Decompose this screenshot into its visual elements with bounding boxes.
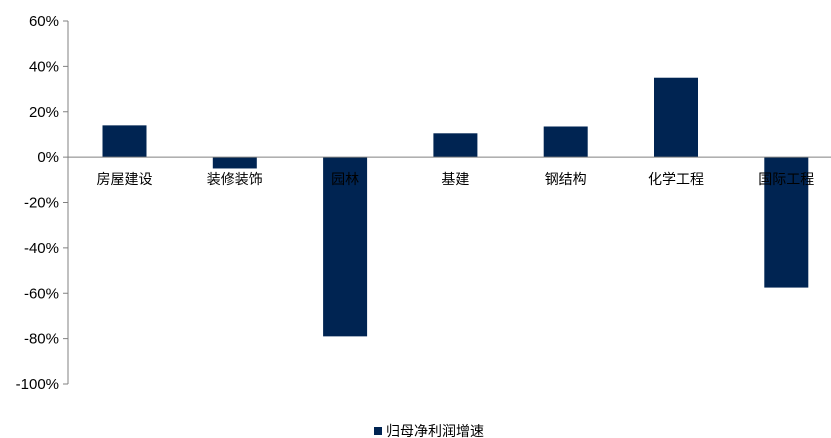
x-tick-label: 房屋建设 <box>97 172 153 188</box>
legend-swatch <box>374 427 382 435</box>
legend: 归母净利润增速 <box>374 423 484 438</box>
x-tick-labels: 房屋建设 装修装饰 园林 基建 钢结构 化学工程 国际工程 <box>97 171 815 188</box>
x-tick-label: 钢结构 <box>545 172 587 188</box>
x-tick-label: 国际工程 <box>758 172 814 188</box>
y-tick-label: -20% <box>24 195 59 212</box>
bar <box>323 157 368 337</box>
bar <box>102 125 147 158</box>
x-tick-label: 园林 <box>331 172 359 188</box>
bar <box>212 157 257 169</box>
bar <box>764 157 809 288</box>
y-tick-label: -60% <box>24 285 59 302</box>
bar <box>654 77 698 158</box>
y-tick-label: 60% <box>29 13 59 30</box>
bar <box>543 126 588 158</box>
x-tick-label: 装修装饰 <box>207 172 263 188</box>
y-tick-label: 40% <box>29 58 59 75</box>
y-tick-label: 0% <box>37 149 59 166</box>
bars <box>102 77 809 337</box>
y-axis: 60% 40% 20% 0% -20% -40% -60% -80% -100% <box>16 13 69 393</box>
y-tick-label: -40% <box>24 240 59 257</box>
x-tick-label: 基建 <box>441 171 469 188</box>
y-tick-label: 20% <box>29 104 59 121</box>
legend-label: 归母净利润增速 <box>386 423 484 438</box>
x-tick-label: 化学工程 <box>648 172 704 188</box>
y-tick-label: -80% <box>24 331 59 348</box>
y-tick-label: -100% <box>16 376 59 393</box>
bar <box>433 133 478 158</box>
